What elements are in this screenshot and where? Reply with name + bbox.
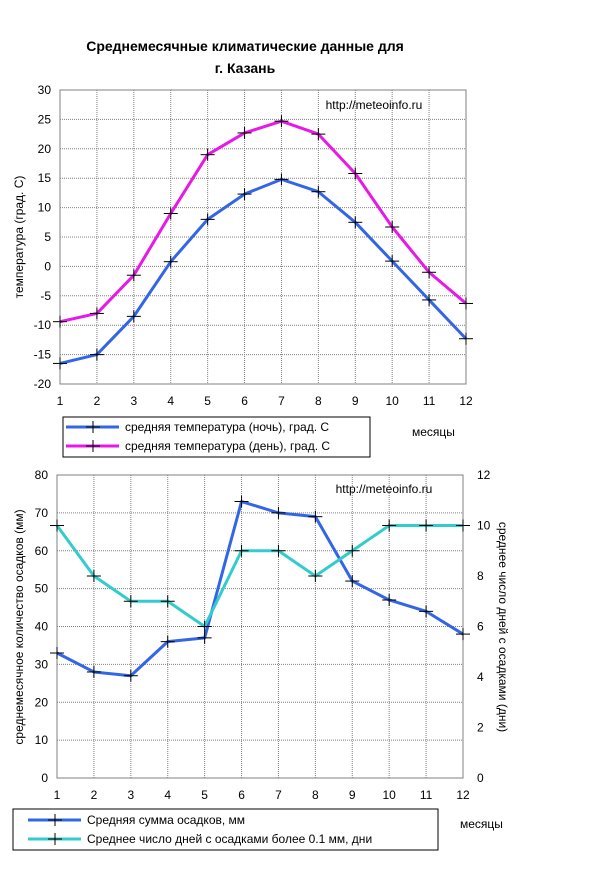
y2-tick-label: 12 bbox=[477, 468, 491, 482]
y2-tick-label: 4 bbox=[477, 670, 484, 684]
x-tick-label: 1 bbox=[57, 394, 64, 408]
x-tick-label: 9 bbox=[349, 788, 356, 802]
y-tick-label: -10 bbox=[34, 318, 52, 332]
x-tick-label: 4 bbox=[167, 394, 174, 408]
y-tick-label: 60 bbox=[35, 544, 49, 558]
x-tick-label: 7 bbox=[278, 394, 285, 408]
y-tick-label: 80 bbox=[35, 468, 49, 482]
x-tick-label: 9 bbox=[352, 394, 359, 408]
x-tick-label: 5 bbox=[204, 394, 211, 408]
precipitation-series bbox=[50, 495, 470, 682]
y-tick-label: 10 bbox=[35, 733, 49, 747]
x-tick-label: 4 bbox=[164, 788, 171, 802]
series-1 bbox=[50, 495, 470, 682]
x-tick-label: 7 bbox=[275, 788, 282, 802]
precipitation-y2-axis-label: среднее число дней с осадками (дни) bbox=[496, 522, 510, 732]
y-tick-label: 0 bbox=[41, 771, 48, 785]
y-tick-label: 5 bbox=[44, 230, 51, 244]
y2-tick-label: 6 bbox=[477, 620, 484, 634]
y2-tick-label: 8 bbox=[477, 569, 484, 583]
precipitation-legend-entries: Средняя сумма осадков, мм Среднее число д… bbox=[28, 813, 372, 846]
y-tick-label: 40 bbox=[35, 620, 49, 634]
series-2 bbox=[50, 519, 470, 633]
precipitation-x-axis-label: месяцы bbox=[460, 817, 503, 831]
x-tick-label: 2 bbox=[94, 394, 101, 408]
precipitation-watermark: http://meteoinfo.ru bbox=[336, 482, 433, 496]
x-tick-label: 2 bbox=[91, 788, 98, 802]
y2-tick-label: 10 bbox=[477, 519, 491, 533]
temperature-x-axis-label: месяцы bbox=[412, 425, 455, 439]
temperature-legend bbox=[62, 416, 371, 458]
x-tick-label: 10 bbox=[383, 788, 397, 802]
y-tick-label: 15 bbox=[38, 171, 52, 185]
x-tick-label: 11 bbox=[423, 394, 436, 408]
x-tick-label: 3 bbox=[130, 394, 137, 408]
temperature-x-ticks: 1 2 3 4 5 6 7 8 9 10 11 12 bbox=[57, 394, 473, 408]
x-tick-label: 8 bbox=[315, 394, 322, 408]
y-tick-label: -5 bbox=[40, 289, 51, 303]
y-tick-label: -20 bbox=[34, 377, 52, 391]
precipitation-y-axis-label: среднемесячное количество осадков (мм) bbox=[12, 509, 26, 744]
series-1-line bbox=[56, 500, 464, 678]
x-tick-label: 5 bbox=[201, 788, 208, 802]
y2-tick-label: 2 bbox=[477, 721, 484, 735]
y2-tick-label: 0 bbox=[477, 771, 484, 785]
precipitation-y2-ticks: 0 2 4 6 8 10 12 bbox=[477, 468, 491, 785]
x-tick-label: 6 bbox=[241, 394, 248, 408]
legend-label: средняя температура (ночь), град. С bbox=[125, 420, 329, 434]
legend-label: Среднее число дней с осадками более 0.1 … bbox=[87, 832, 372, 846]
y-tick-label: 0 bbox=[44, 259, 51, 273]
x-tick-label: 8 bbox=[312, 788, 319, 802]
temperature-y-ticks: -20 -15 -10 -5 0 5 10 15 20 25 30 bbox=[34, 83, 52, 391]
y-tick-label: 30 bbox=[38, 83, 52, 97]
y-tick-label: 20 bbox=[38, 142, 52, 156]
temperature-legend-entries: средняя температура (ночь), град. С средн… bbox=[66, 420, 330, 453]
precipitation-y-ticks: 0 10 20 30 40 50 60 70 80 bbox=[35, 468, 49, 785]
precipitation-legend bbox=[12, 808, 439, 851]
series-2 bbox=[53, 115, 473, 328]
series-1-line bbox=[59, 177, 468, 365]
x-tick-label: 10 bbox=[386, 394, 400, 408]
temperature-grid bbox=[60, 90, 466, 384]
x-tick-label: 6 bbox=[238, 788, 245, 802]
y-tick-label: -15 bbox=[34, 348, 52, 362]
legend-label: средняя температура (день), град. С bbox=[125, 439, 330, 453]
y-tick-label: 20 bbox=[35, 695, 49, 709]
temperature-series bbox=[53, 115, 473, 370]
chart-title-line-1: Среднемесячные климатические данные для bbox=[86, 38, 404, 54]
y-tick-label: 30 bbox=[35, 657, 49, 671]
temperature-y-axis-label: температура (град. С) bbox=[12, 176, 26, 299]
x-tick-label: 12 bbox=[459, 394, 473, 408]
y-tick-label: 50 bbox=[35, 582, 49, 596]
y-tick-label: 70 bbox=[35, 506, 49, 520]
precipitation-x-ticks: 1 2 3 4 5 6 7 8 9 10 11 12 bbox=[54, 788, 470, 802]
y-tick-label: 25 bbox=[38, 112, 52, 126]
series-2-line bbox=[59, 119, 467, 324]
chart-title-line-2: г. Казань bbox=[215, 60, 276, 76]
x-tick-label: 3 bbox=[127, 788, 134, 802]
y-tick-label: 10 bbox=[38, 201, 52, 215]
temperature-watermark: http://meteoinfo.ru bbox=[326, 98, 423, 112]
series-1 bbox=[53, 173, 473, 370]
x-tick-label: 11 bbox=[420, 788, 433, 802]
x-tick-label: 1 bbox=[54, 788, 61, 802]
x-tick-label: 12 bbox=[456, 788, 470, 802]
legend-label: Средняя сумма осадков, мм bbox=[87, 813, 245, 827]
